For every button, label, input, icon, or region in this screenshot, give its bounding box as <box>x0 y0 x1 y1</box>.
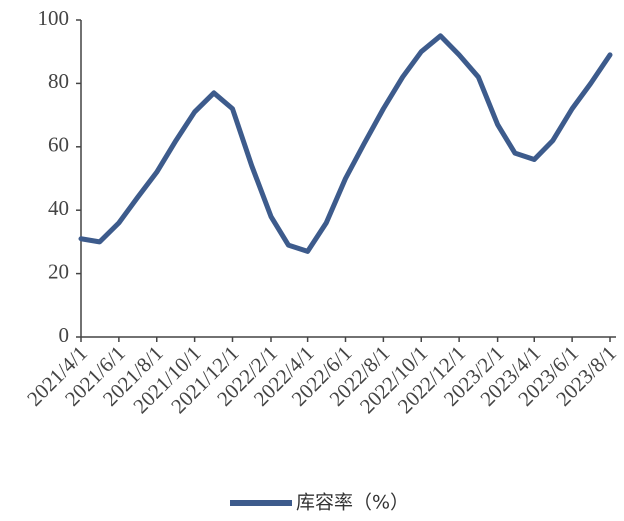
data-line <box>78 33 613 254</box>
y-tick-label: 80 <box>48 69 69 93</box>
legend-label: 库容率（%） <box>296 492 409 514</box>
y-tick-label: 40 <box>48 196 69 220</box>
y-tick-label: 100 <box>38 6 70 30</box>
y-tick-label: 60 <box>48 133 69 157</box>
y-tick-label: 0 <box>59 323 70 347</box>
y-tick-label: 20 <box>48 259 69 283</box>
